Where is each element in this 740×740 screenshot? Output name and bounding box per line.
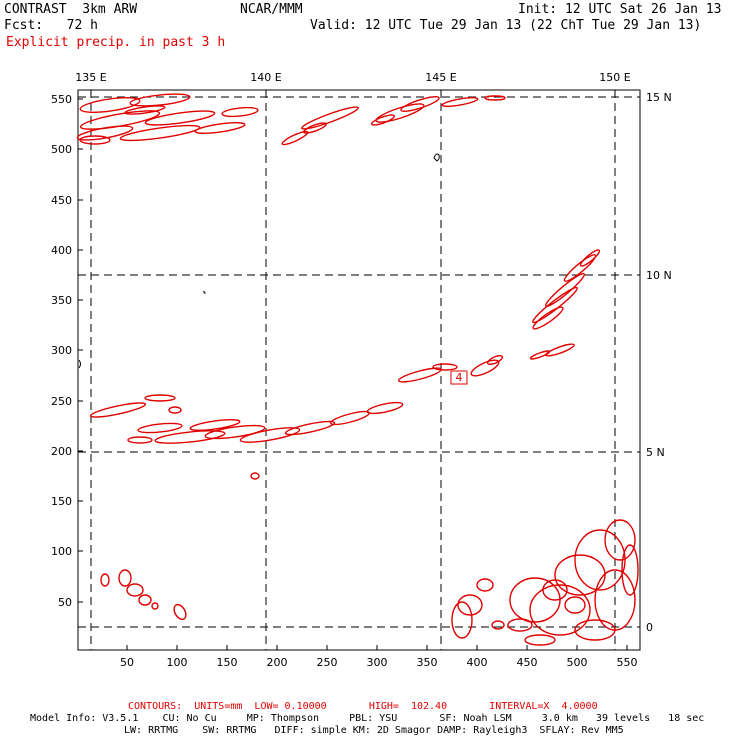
precip-cluster-north <box>281 95 506 146</box>
precip-contours <box>76 93 639 646</box>
y-tick-50: 50 <box>58 596 72 609</box>
precip-cluster-central <box>398 354 504 383</box>
y-tick-450: 450 <box>51 194 72 207</box>
y-tick-250: 250 <box>51 395 72 408</box>
precip-cluster-northeast <box>529 249 601 360</box>
x-tick-50: 50 <box>120 656 134 669</box>
island-outline <box>202 291 206 295</box>
y-tick-100: 100 <box>51 545 72 558</box>
y-tick-550: 550 <box>51 93 72 106</box>
precip-cluster-northwest <box>76 93 259 145</box>
lon-label-150e: 150 E <box>599 71 630 84</box>
precip-cluster-southwest <box>100 569 187 621</box>
x-tick-300: 300 <box>367 656 388 669</box>
precip-cluster-southeast <box>451 519 639 646</box>
x-tick-350: 350 <box>417 656 438 669</box>
forecast-hour: Fcst: 72 h <box>4 18 98 33</box>
x-tick-400: 400 <box>467 656 488 669</box>
lon-label-140e: 140 E <box>250 71 281 84</box>
x-tick-100: 100 <box>167 656 188 669</box>
field-title: Explicit precip. in past 3 h <box>6 35 226 50</box>
map-frame <box>77 89 641 651</box>
precip-cluster-west <box>89 394 404 480</box>
valid-time: Valid: 12 UTC Tue 29 Jan 13 (22 ChT Tue … <box>310 18 702 33</box>
x-tick-500: 500 <box>567 656 588 669</box>
island-outline <box>433 153 440 162</box>
x-tick-250: 250 <box>317 656 338 669</box>
contour-label-box <box>450 370 468 385</box>
x-tick-450: 450 <box>517 656 538 669</box>
y-tick-150: 150 <box>51 495 72 508</box>
lat-label-0: 0 <box>646 621 653 634</box>
lat-label-15n: 15 N <box>646 91 672 104</box>
init-time: Init: 12 UTC Sat 26 Jan 13 <box>518 2 722 17</box>
contour-info: CONTOURS: UNITS=mm LOW= 0.10000 HIGH= 10… <box>128 701 598 712</box>
y-tick-350: 350 <box>51 294 72 307</box>
x-tick-150: 150 <box>217 656 238 669</box>
institution-label: NCAR/MMM <box>240 2 303 17</box>
lon-label-145e: 145 E <box>425 71 456 84</box>
model-info-line1: Model Info: V3.5.1 CU: No Cu MP: Thompso… <box>30 713 705 724</box>
tick-marks <box>78 98 628 650</box>
y-tick-300: 300 <box>51 344 72 357</box>
model-info-line2: LW: RRTMG SW: RRTMG DIFF: simple KM: 2D … <box>124 725 624 736</box>
x-tick-550: 550 <box>617 656 638 669</box>
lat-label-5n: 5 N <box>646 446 665 459</box>
x-tick-200: 200 <box>267 656 288 669</box>
y-tick-200: 200 <box>51 445 72 458</box>
y-tick-500: 500 <box>51 143 72 156</box>
coastlines <box>78 153 440 369</box>
lat-label-10n: 10 N <box>646 269 672 282</box>
graticule <box>78 90 640 650</box>
precip-map: 135 E 140 E 145 E 150 E 15 N 10 N 5 N 0 … <box>51 71 672 669</box>
contour-label-value: 4 <box>456 371 463 384</box>
island-outline <box>78 359 81 369</box>
y-tick-400: 400 <box>51 244 72 257</box>
lon-label-135e: 135 E <box>75 71 106 84</box>
model-title: CONTRAST 3km ARW <box>4 2 138 17</box>
